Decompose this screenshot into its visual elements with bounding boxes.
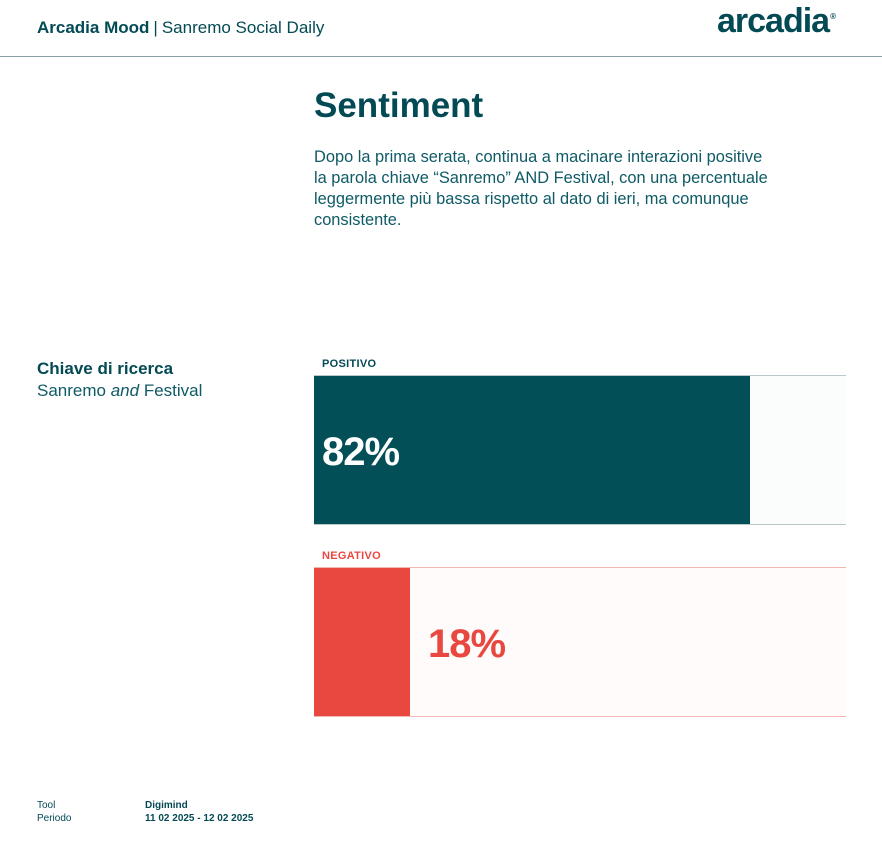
brand-subtitle: Sanremo Social Daily [161, 18, 325, 37]
positive-bar [314, 376, 751, 524]
search-key-label: Chiave di ricerca [37, 359, 174, 378]
brand-title: Arcadia Mood | Sanremo Social Daily [37, 18, 324, 38]
positive-value-label: 82% [322, 430, 400, 474]
arcadia-logo: arcadia® [717, 2, 836, 41]
search-key-connector: and [110, 381, 140, 400]
period-value: 11 02 2025 - 12 02 2025 [145, 813, 254, 824]
page-header: Arcadia Mood | Sanremo Social Daily arcadi… [0, 0, 882, 57]
tool-label: Tool [37, 800, 56, 811]
negative-value-label: 18% [428, 622, 506, 666]
lead-paragraph: Dopo la prima serata, continua a macinar… [314, 148, 768, 229]
search-key-term-1: Sanremo [37, 381, 106, 400]
negative-bar [314, 568, 410, 716]
logo-text: arcadia [717, 2, 830, 40]
search-key-term-2: Festival [143, 381, 203, 400]
positive-bar-label: POSITIVO [322, 358, 377, 370]
brand-separator: | [153, 18, 158, 37]
tool-value: Digimind [145, 800, 188, 811]
negative-bar-label: NEGATIVO [322, 550, 382, 562]
logo-registered-mark: ® [830, 12, 836, 21]
page-title: Sentiment [314, 86, 484, 125]
search-key-value: Sanremo and Festival [37, 381, 202, 401]
negative-bar-track [314, 567, 846, 717]
brand-name: Arcadia Mood [37, 18, 150, 37]
period-label: Periodo [37, 813, 72, 824]
positive-bar-track [314, 375, 846, 525]
